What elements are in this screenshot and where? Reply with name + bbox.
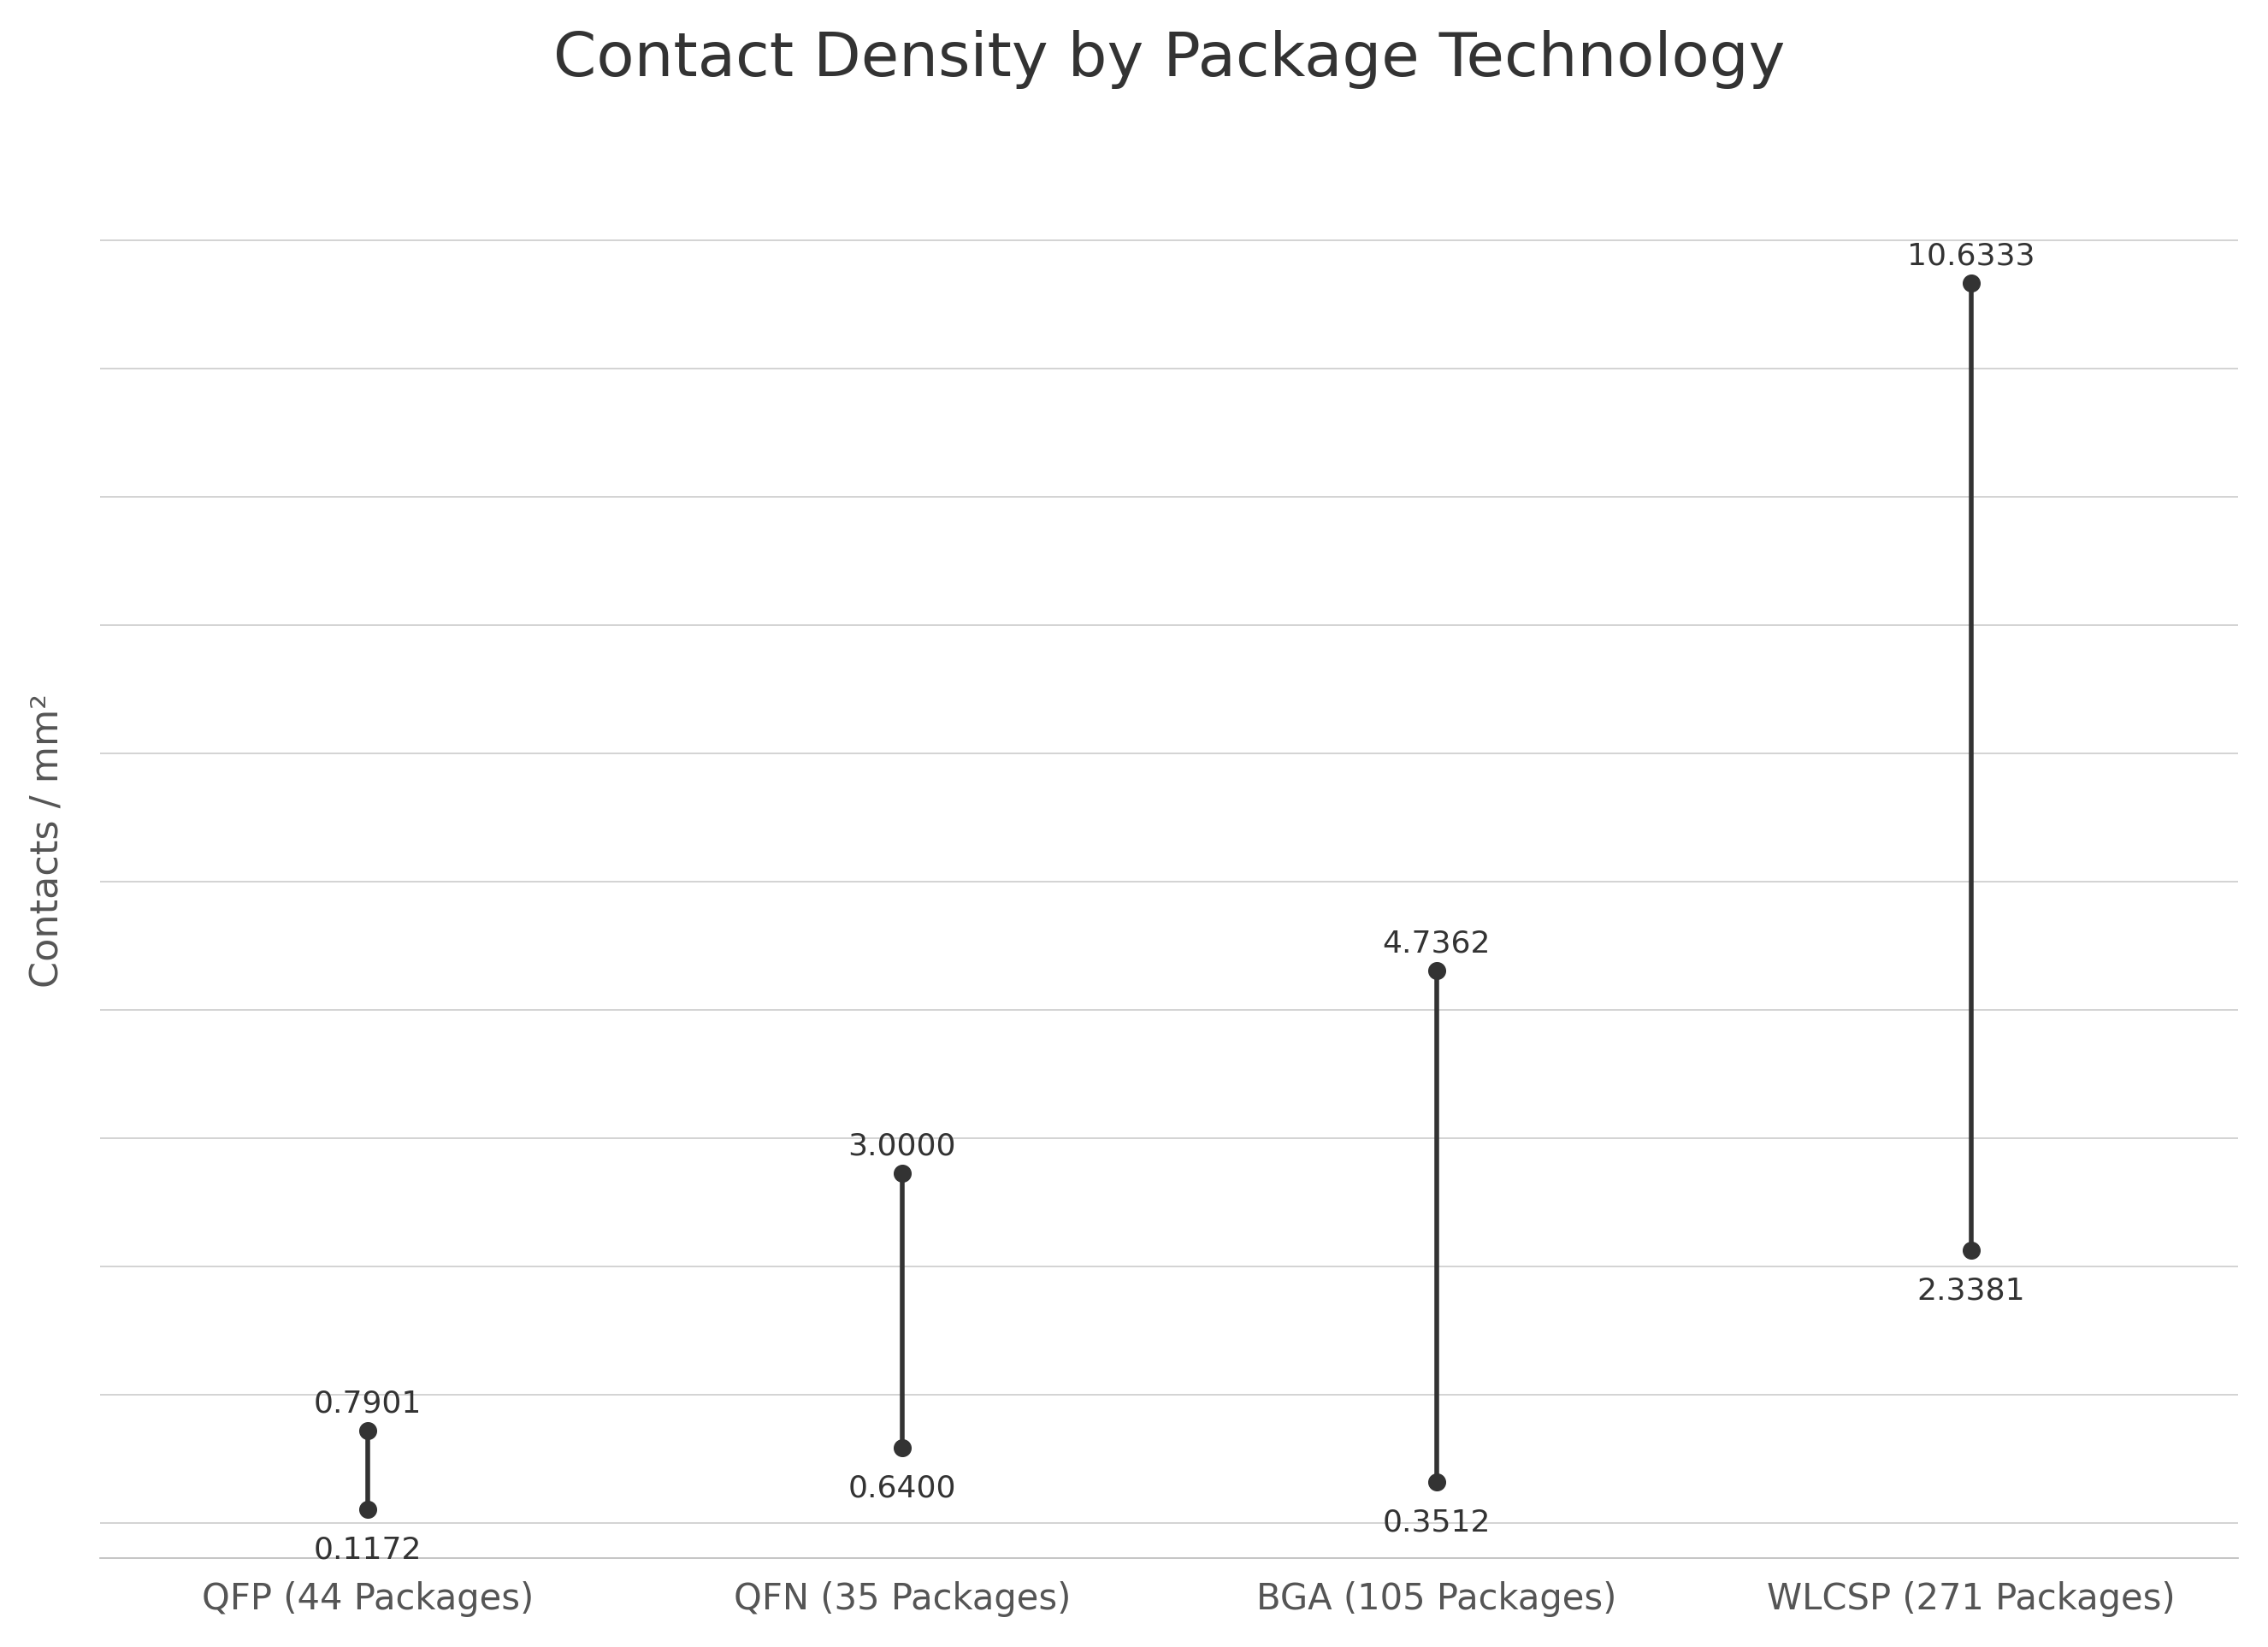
Y-axis label: Contacts / mm²: Contacts / mm²: [29, 693, 66, 988]
Point: [1953, 1237, 1989, 1263]
Point: [1953, 270, 1989, 296]
Point: [1418, 1469, 1454, 1495]
Point: [349, 1418, 386, 1444]
Text: 3.0000: 3.0000: [848, 1131, 957, 1161]
Text: 0.6400: 0.6400: [848, 1474, 957, 1504]
Point: [1418, 957, 1454, 983]
Text: 0.3512: 0.3512: [1383, 1509, 1490, 1537]
Title: Contact Density by Package Technology: Contact Density by Package Technology: [553, 30, 1785, 89]
Text: 4.7362: 4.7362: [1383, 929, 1490, 959]
Point: [885, 1435, 921, 1461]
Text: 0.7901: 0.7901: [313, 1390, 422, 1418]
Point: [885, 1159, 921, 1186]
Point: [349, 1495, 386, 1522]
Text: 0.1172: 0.1172: [313, 1535, 422, 1565]
Text: 10.6333: 10.6333: [1907, 242, 2034, 270]
Text: 2.3381: 2.3381: [1916, 1276, 2025, 1304]
